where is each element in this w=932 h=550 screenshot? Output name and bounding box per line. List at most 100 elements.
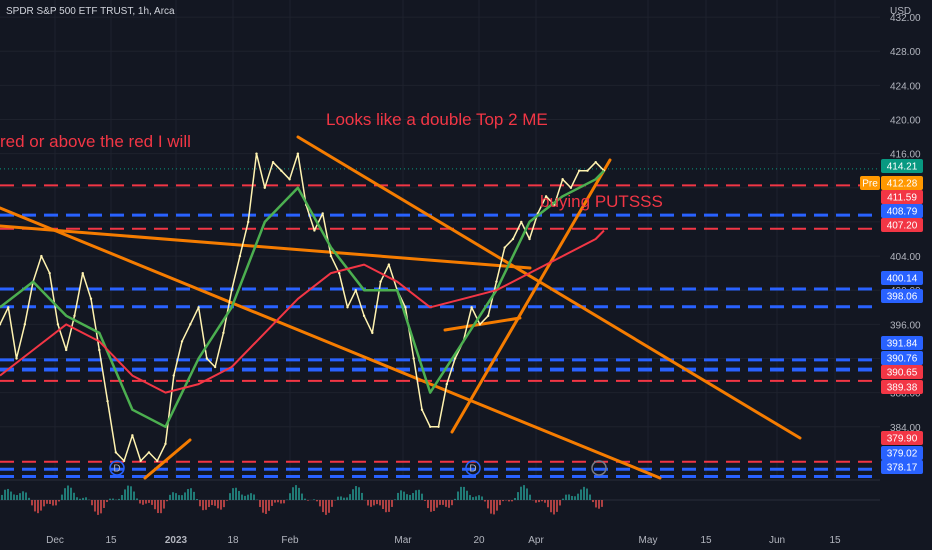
price-tag — [881, 218, 923, 232]
oscillator-pane: 0.0000 — [0, 479, 921, 515]
price-point — [379, 280, 382, 283]
price-point — [478, 323, 482, 326]
price-point — [40, 254, 43, 258]
price-point — [288, 178, 291, 181]
price-point — [205, 357, 209, 360]
y-tick-label: 432.00 — [890, 13, 921, 24]
price-point — [503, 246, 506, 249]
price-point — [420, 408, 424, 411]
x-tick-label: Dec — [46, 535, 64, 546]
pre-market-label: Pre — [862, 179, 878, 190]
annotation-text: red or above the red I will — [0, 132, 191, 151]
price-point — [445, 382, 448, 386]
series-lines — [0, 152, 606, 463]
price-tag-label: 407.20 — [887, 221, 918, 232]
price-tag — [881, 336, 923, 350]
price-point — [213, 365, 217, 369]
price-tag-label: 379.02 — [887, 449, 918, 460]
price-point — [486, 314, 490, 318]
price-point — [197, 306, 200, 309]
dividend-marker — [109, 460, 125, 476]
x-tick-label: Mar — [394, 535, 412, 546]
slow-ma-line — [0, 229, 605, 394]
price-point — [520, 220, 523, 224]
x-tick-label: 15 — [700, 535, 712, 546]
x-tick-label: 15 — [829, 535, 841, 546]
price-point — [114, 451, 118, 454]
price-tag — [881, 176, 923, 190]
y-tick-label: 424.00 — [890, 81, 921, 92]
dividend-marker-label: D — [469, 464, 476, 475]
price-point — [586, 169, 589, 172]
price-tag-label: 408.79 — [887, 207, 918, 218]
trendline — [143, 438, 192, 480]
price-tag — [881, 289, 923, 303]
price-point — [56, 323, 60, 326]
currency-label: USD — [890, 6, 911, 17]
price-tag — [881, 460, 923, 474]
price-point — [511, 237, 515, 241]
price-point — [255, 152, 258, 155]
y-tick-label: 404.00 — [890, 252, 921, 263]
price-point — [0, 323, 2, 326]
y-tick-label: 420.00 — [890, 116, 921, 127]
price-point — [321, 212, 324, 215]
price-point — [23, 323, 27, 326]
x-tick-label: Apr — [528, 535, 544, 546]
price-point — [180, 340, 184, 343]
price-point — [89, 297, 93, 300]
price-tag-label: 379.90 — [887, 434, 918, 445]
price-point — [139, 459, 142, 463]
price-point — [429, 425, 432, 428]
annotations: Looks like a double Top 2 ME red or above… — [0, 110, 663, 211]
price-point — [362, 314, 366, 318]
price-tag-label: 398.06 — [887, 292, 918, 303]
price-point — [470, 306, 473, 309]
trendline — [450, 158, 612, 434]
price-point — [569, 186, 573, 189]
time-axis[interactable]: Dec 15 2023 18 Feb Mar 20 Apr May 15 Jun 15 — [46, 535, 841, 546]
price-tag-label: 414.21 — [887, 162, 918, 173]
price-tag — [881, 271, 923, 285]
trendline — [0, 206, 662, 480]
price-point — [64, 348, 68, 352]
price-point — [313, 229, 316, 232]
price-point — [495, 280, 498, 283]
price-point — [271, 160, 275, 164]
price-tag-label: 390.65 — [887, 368, 918, 379]
y-tick-label: 416.00 — [890, 150, 921, 161]
price-point — [189, 323, 192, 326]
price-tag — [881, 190, 923, 204]
price-tag-label: 412.28 — [887, 179, 918, 190]
y-tick-label: 384.00 — [890, 423, 921, 434]
price-point — [437, 425, 440, 428]
price-point — [7, 306, 10, 309]
price-tag-label: 389.38 — [887, 383, 918, 394]
price-line — [0, 152, 605, 462]
y-tick-label: 428.00 — [890, 47, 921, 58]
price-point — [354, 289, 357, 292]
price-tag-label: 390.76 — [887, 354, 918, 365]
price-point — [561, 178, 564, 181]
price-tag — [881, 159, 923, 173]
price-point — [172, 374, 175, 377]
price-point — [122, 459, 126, 463]
price-point — [280, 169, 283, 172]
trendlines — [0, 135, 802, 480]
price-point — [594, 160, 597, 164]
dividend-marker-label: D — [113, 464, 120, 475]
price-point — [98, 348, 101, 352]
trendline — [296, 135, 802, 440]
price-tag-label: 400.14 — [887, 274, 918, 285]
x-tick-label: 2023 — [165, 535, 188, 546]
price-point — [238, 254, 242, 258]
price-point — [156, 459, 159, 463]
price-point — [371, 331, 374, 335]
price-point — [338, 271, 341, 275]
x-tick-label: May — [639, 535, 658, 546]
price-point — [247, 220, 250, 224]
price-point — [453, 357, 457, 360]
symbol-title: SPDR S&P 500 ETF TRUST, 1h, Arca — [6, 6, 175, 17]
